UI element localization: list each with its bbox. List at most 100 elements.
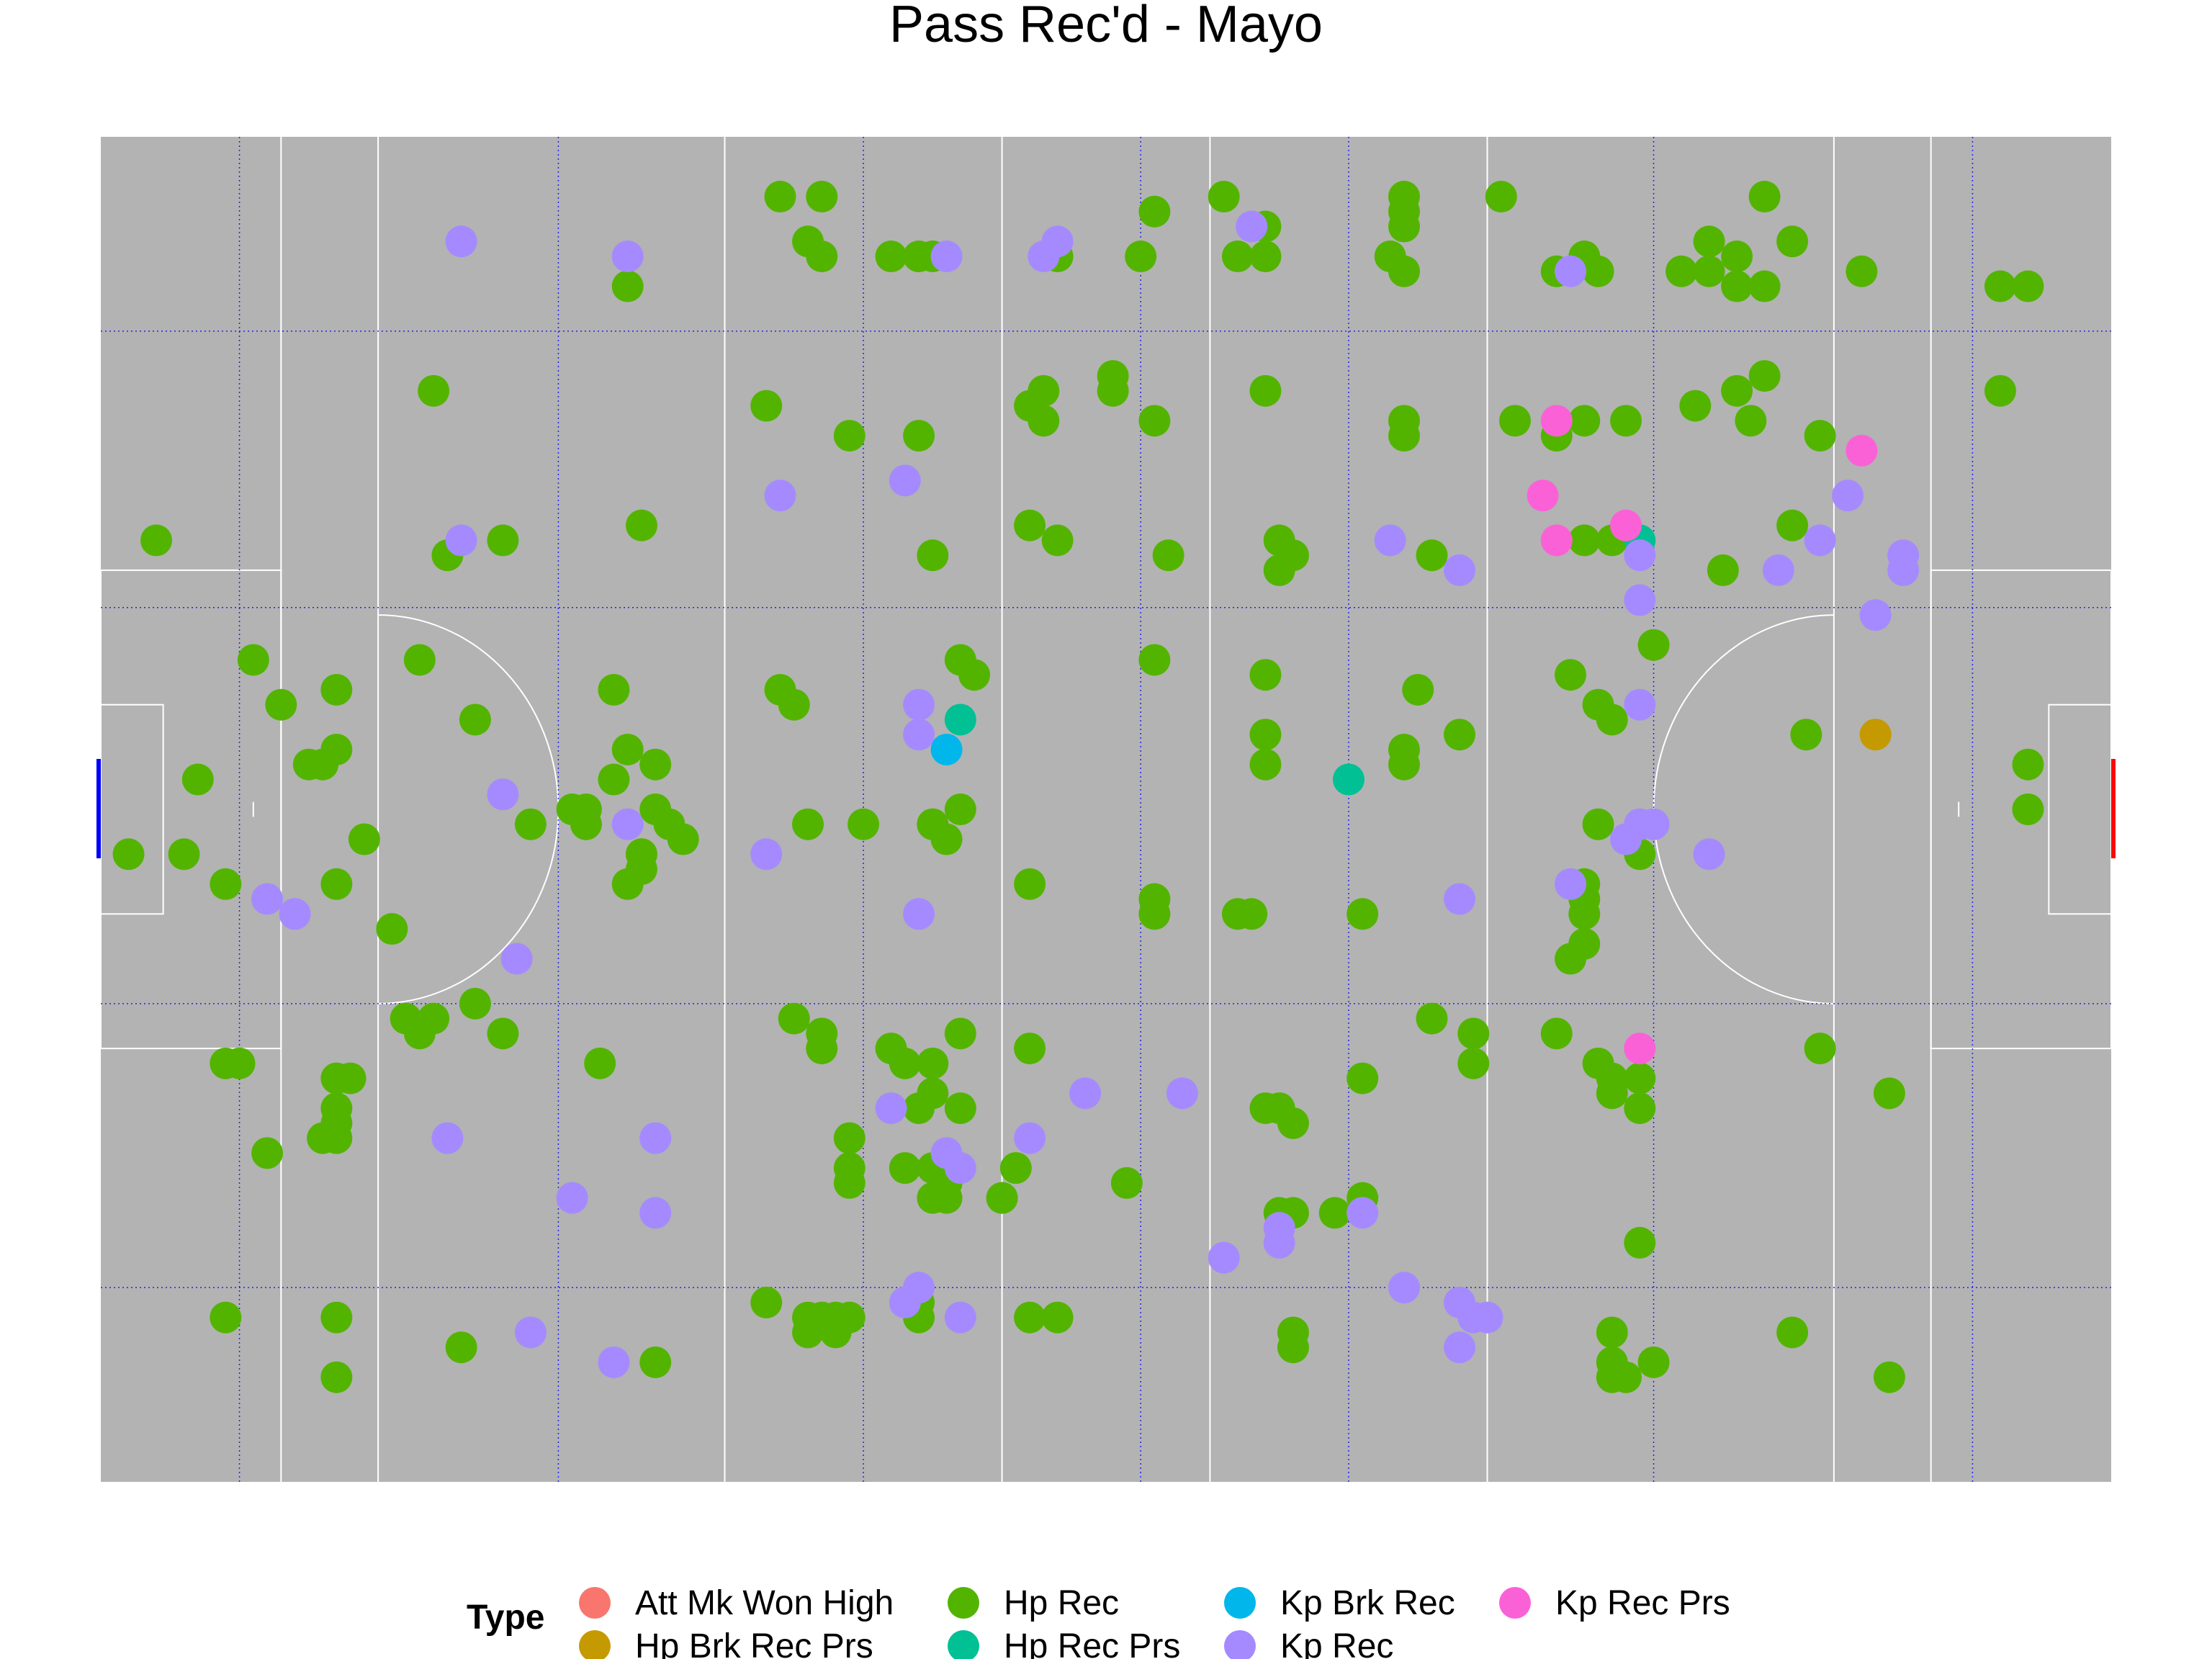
data-point <box>1236 898 1268 930</box>
data-point <box>889 1152 921 1184</box>
data-point <box>930 240 963 273</box>
legend-key <box>579 1587 611 1619</box>
data-point <box>1790 719 1822 751</box>
data-point <box>1221 240 1254 273</box>
data-point <box>1540 405 1573 437</box>
data-point <box>487 524 519 557</box>
data-point <box>1249 659 1282 691</box>
data-point <box>1028 405 1060 437</box>
data-point <box>1346 1062 1379 1094</box>
legend-key <box>948 1630 979 1659</box>
data-point <box>1610 1361 1642 1393</box>
data-point <box>1845 255 1878 287</box>
data-point <box>1125 240 1157 273</box>
data-point <box>944 1092 976 1125</box>
data-point <box>514 1316 547 1349</box>
legend-title: Type <box>467 1599 544 1637</box>
data-point <box>1457 1017 1490 1050</box>
data-point <box>750 838 783 871</box>
data-point <box>764 181 796 213</box>
data-point <box>431 1122 464 1154</box>
data-point <box>1138 883 1171 915</box>
data-point <box>1277 1107 1309 1139</box>
data-point <box>1735 405 1767 437</box>
data-point <box>750 390 783 422</box>
data-point <box>889 464 921 497</box>
data-point <box>307 1122 339 1154</box>
data-point <box>1610 405 1642 437</box>
data-point <box>1748 270 1781 302</box>
data-point <box>1110 1166 1143 1199</box>
data-point <box>639 1346 672 1378</box>
legend-label: Hp Brk Rec Prs <box>635 1627 873 1659</box>
data-point <box>764 480 796 512</box>
data-point <box>598 1346 630 1378</box>
data-point <box>1748 181 1781 213</box>
data-point <box>903 1092 935 1125</box>
data-point <box>210 1047 242 1079</box>
data-point <box>1388 1272 1420 1304</box>
data-point <box>1444 1331 1476 1364</box>
data-point <box>778 1002 810 1035</box>
data-point <box>1236 210 1268 243</box>
data-point <box>1555 659 1587 691</box>
data-point <box>1388 210 1420 243</box>
data-point <box>168 838 200 871</box>
data-point <box>999 1152 1032 1184</box>
data-point <box>1859 599 1892 631</box>
data-point <box>639 1197 672 1229</box>
data-point <box>833 420 866 452</box>
data-point <box>1374 524 1406 557</box>
data-point <box>320 868 353 900</box>
data-point <box>487 778 519 811</box>
legend-key <box>579 1630 611 1659</box>
data-point <box>944 703 976 736</box>
data-point <box>210 868 242 900</box>
data-point <box>1527 480 1559 512</box>
data-point <box>348 823 380 855</box>
data-point <box>653 808 685 840</box>
data-point <box>1555 943 1587 975</box>
data-point <box>1069 1077 1102 1110</box>
data-point <box>1041 524 1074 557</box>
data-point <box>1041 225 1074 258</box>
legend-key <box>948 1587 979 1619</box>
data-point <box>1555 255 1587 287</box>
data-point <box>320 673 353 706</box>
data-point <box>1624 1062 1656 1094</box>
data-point <box>903 719 935 751</box>
data-point <box>806 240 838 273</box>
data-point <box>1568 405 1601 437</box>
data-point <box>1014 1122 1046 1154</box>
data-point <box>1748 360 1781 392</box>
data-point <box>1804 524 1836 557</box>
data-point <box>1637 1346 1670 1378</box>
data-point <box>320 1301 353 1334</box>
data-point <box>1721 374 1753 407</box>
data-point <box>1693 255 1725 287</box>
data-point <box>1444 554 1476 586</box>
legend-label: Kp Brk Rec <box>1280 1584 1455 1622</box>
data-point <box>1845 434 1878 467</box>
data-point <box>1776 509 1809 541</box>
legend-label: Kp Rec Prs <box>1555 1584 1730 1622</box>
data-point <box>210 1301 242 1334</box>
data-point <box>320 733 353 765</box>
data-point <box>1444 883 1476 915</box>
data-point <box>1624 584 1656 616</box>
data-point <box>1873 1077 1905 1110</box>
pitch <box>96 137 2116 1482</box>
pitch-background <box>101 137 2111 1482</box>
data-point <box>1166 1077 1198 1110</box>
data-point <box>1596 1077 1628 1110</box>
data-point <box>1637 808 1670 840</box>
data-point <box>1637 629 1670 661</box>
data-point <box>806 1033 838 1065</box>
data-point <box>875 1092 907 1125</box>
data-point <box>181 763 214 796</box>
data-point <box>112 838 145 871</box>
data-point <box>237 644 269 676</box>
data-point <box>903 420 935 452</box>
data-point <box>819 1316 852 1349</box>
data-point <box>930 823 963 855</box>
